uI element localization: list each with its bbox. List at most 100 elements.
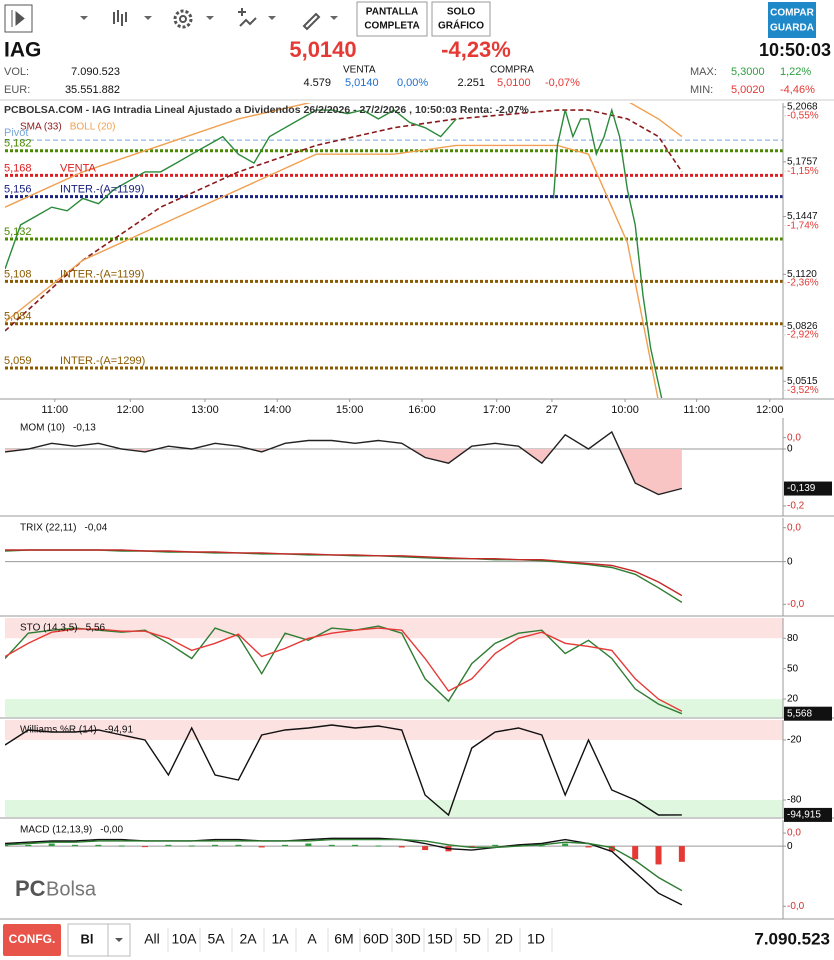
histogram-bar — [632, 846, 639, 860]
band — [5, 699, 783, 717]
settings-icon[interactable] — [173, 9, 193, 29]
range-button[interactable]: 6M — [334, 931, 353, 947]
compra-qty: 2.251 — [457, 77, 485, 89]
panel-value: -0,00 — [100, 825, 123, 836]
time: 10:50:03 — [759, 40, 831, 60]
button-label[interactable]: GRÁFICO — [438, 19, 484, 32]
range-button[interactable]: 10A — [172, 931, 198, 947]
fullscreen-button[interactable] — [356, 1, 428, 37]
histogram-bar — [655, 846, 662, 865]
range-button[interactable]: A — [307, 931, 317, 947]
y2-tick-label: -0,55% — [787, 110, 819, 121]
range-button[interactable]: 30D — [395, 931, 421, 947]
y2-tick-label: -1,74% — [787, 220, 819, 231]
band — [5, 720, 783, 740]
y-tick-label: 5,1757 — [787, 156, 818, 167]
level-label: 5,132 — [4, 226, 32, 238]
series-line — [5, 103, 683, 208]
button-label[interactable]: PANTALLA — [366, 7, 418, 18]
vol: 7.090.523 — [71, 66, 120, 78]
range-button[interactable]: 1D — [527, 931, 545, 947]
min: 5,0020 — [731, 84, 765, 96]
compra-pct: -0,07% — [545, 77, 580, 89]
range-button[interactable]: 2D — [495, 931, 513, 947]
range-button[interactable]: 5D — [463, 931, 481, 947]
save-button[interactable] — [768, 2, 816, 38]
level-label: Pivot — [4, 127, 28, 139]
band — [5, 618, 783, 639]
logo-bolsa: Bolsa — [46, 878, 97, 900]
button-label[interactable]: COMPLETA — [364, 21, 419, 32]
panel — [5, 549, 783, 603]
panel-title: Williams %R (14) — [20, 725, 97, 736]
indicator-icon[interactable] — [238, 8, 257, 27]
panel-icon — [11, 10, 25, 27]
histogram-bar — [678, 846, 685, 862]
level-label: 5,059 — [4, 355, 32, 367]
histogram-bar — [188, 845, 195, 847]
y-tick-label: 5,0826 — [787, 321, 818, 332]
price: 5,0140 — [289, 37, 356, 62]
mode-arrow — [115, 938, 123, 942]
histogram-bar — [235, 844, 242, 847]
histogram-bar — [25, 844, 32, 847]
series-line — [5, 838, 683, 892]
max-pct: 1,22% — [780, 66, 811, 78]
band — [5, 800, 783, 817]
button-label[interactable]: SOLO — [447, 7, 476, 18]
histogram-bar — [95, 844, 102, 847]
y-tick-label: -0,0 — [787, 901, 805, 912]
range-button[interactable]: 1A — [271, 931, 289, 947]
range-button[interactable]: 15D — [427, 931, 453, 947]
range-button[interactable]: 2A — [239, 931, 257, 947]
y-tick-label: 5,0515 — [787, 376, 818, 387]
series-line — [5, 627, 683, 712]
eur-label: EUR: — [4, 84, 30, 96]
level-label: 5,108 — [4, 268, 32, 280]
vol-label: VOL: — [4, 66, 29, 78]
level-label: 5,084 — [4, 311, 32, 323]
y-tick-label: 0 — [787, 556, 793, 567]
min-label: MIN: — [690, 84, 713, 96]
mode-label[interactable]: Bl — [81, 931, 94, 946]
range-button[interactable]: 60D — [363, 931, 389, 947]
legend-entry: SMA (33) — [20, 122, 62, 133]
panel-title: MOM (10) — [20, 423, 65, 434]
chart-only-button[interactable] — [431, 1, 491, 37]
y-tick-label: 0,0 — [787, 432, 801, 443]
logo-pc: PC — [15, 876, 46, 901]
histogram-bar — [118, 845, 125, 847]
draw-icon[interactable] — [302, 12, 321, 31]
level-text: INTER.-(A=1199) — [60, 268, 144, 280]
x-tick-label: 11:00 — [41, 404, 68, 416]
panel-title: TRIX (22,11) — [20, 523, 77, 534]
config-button[interactable] — [3, 924, 61, 956]
chart-type-icon[interactable] — [113, 10, 127, 26]
venta-qty: 4.579 — [303, 77, 331, 89]
series-line — [5, 724, 682, 817]
histogram-bar — [328, 844, 335, 847]
max-label: MAX: — [690, 66, 717, 78]
range-button[interactable]: All — [144, 931, 160, 947]
y-tick-label: 5,1120 — [787, 269, 817, 280]
config-label[interactable]: CONFG. — [9, 932, 56, 946]
x-tick-label: 12:00 — [756, 404, 784, 416]
level-label: 5,182 — [4, 138, 32, 150]
panel — [5, 103, 783, 398]
change: -4,23% — [441, 37, 511, 62]
save-label[interactable]: COMPAR — [770, 8, 814, 19]
venta-pct: 0,00% — [397, 77, 428, 89]
panel-value: -0,13 — [73, 423, 96, 434]
y2-tick-label: -2,36% — [787, 278, 819, 289]
histogram-bar — [212, 844, 219, 847]
y-tick-label: -80 — [787, 795, 802, 806]
max: 5,3000 — [731, 66, 765, 78]
histogram-bar — [142, 846, 149, 848]
range-button[interactable]: 5A — [207, 931, 225, 947]
level-text: INTER.-(A=1299) — [60, 355, 145, 367]
panel — [5, 720, 783, 817]
save-label[interactable]: GUARDA — [770, 23, 814, 34]
level-text: VENTA — [60, 162, 97, 174]
min-pct: -4,46% — [780, 84, 815, 96]
x-tick-label: 14:00 — [264, 404, 292, 416]
